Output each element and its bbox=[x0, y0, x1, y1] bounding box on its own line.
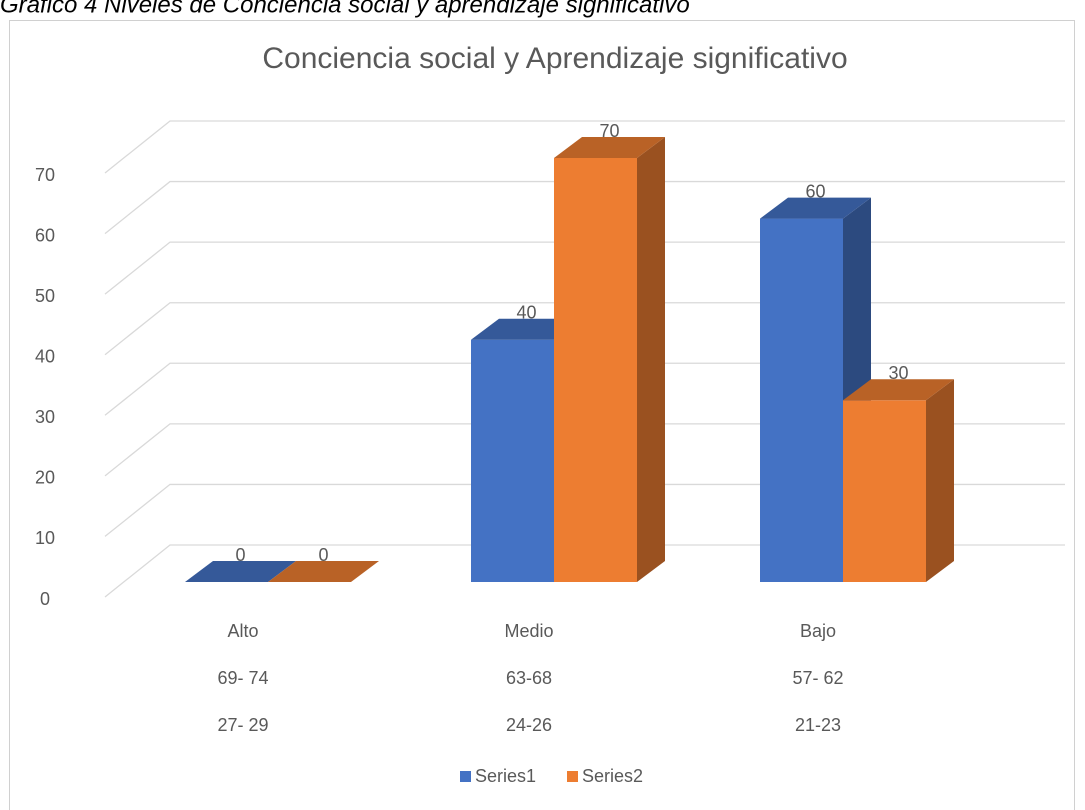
bar-front bbox=[554, 158, 637, 582]
bar-top bbox=[554, 137, 665, 158]
x-tick-label: Alto bbox=[227, 621, 258, 641]
x-tick-label: 57- 62 bbox=[792, 668, 843, 688]
y-tick-label: 20 bbox=[35, 468, 55, 488]
legend-label: Series2 bbox=[582, 766, 643, 786]
y-tick-label: 10 bbox=[35, 528, 55, 548]
x-tick-label: 24-26 bbox=[506, 715, 552, 735]
legend-swatch bbox=[460, 771, 471, 782]
grid-line bbox=[104, 180, 1065, 235]
data-label: 0 bbox=[235, 545, 245, 565]
x-tick-label: Medio bbox=[504, 621, 553, 641]
legend-swatch bbox=[567, 771, 578, 782]
y-tick-label: 70 bbox=[35, 165, 55, 185]
x-tick-label: 27- 29 bbox=[217, 715, 268, 735]
chart-frame bbox=[9, 20, 1075, 810]
bar bbox=[268, 561, 379, 582]
bar-front bbox=[760, 218, 843, 583]
x-tick-label: 21-23 bbox=[795, 715, 841, 735]
y-tick-label: 50 bbox=[35, 286, 55, 306]
bar-top bbox=[185, 561, 296, 582]
caption: Gráfico 4 Niveles de Conciencia social y… bbox=[0, 0, 690, 18]
bar-top bbox=[268, 561, 379, 582]
x-tick-label: Bajo bbox=[800, 621, 836, 641]
data-label: 60 bbox=[805, 181, 825, 201]
bar bbox=[554, 137, 665, 582]
y-tick-label: 60 bbox=[35, 225, 55, 245]
bar-top bbox=[843, 379, 954, 401]
y-tick-label: 30 bbox=[35, 407, 55, 427]
x-tick-label: 63-68 bbox=[506, 668, 552, 688]
bar-side bbox=[926, 379, 954, 582]
bar bbox=[843, 379, 954, 582]
grid-line bbox=[104, 120, 1065, 174]
chart-title: Conciencia social y Aprendizaje signific… bbox=[262, 42, 847, 75]
y-tick-label: 0 bbox=[40, 589, 50, 609]
bar bbox=[185, 561, 296, 582]
bar-front bbox=[471, 339, 554, 582]
data-label: 30 bbox=[888, 363, 908, 383]
bar-front bbox=[843, 400, 926, 582]
data-label: 40 bbox=[516, 302, 536, 322]
bar-side bbox=[637, 137, 665, 582]
bar-top bbox=[760, 197, 871, 219]
legend-label: Series1 bbox=[475, 766, 536, 786]
data-label: 70 bbox=[599, 121, 619, 141]
data-label: 0 bbox=[318, 545, 328, 565]
x-tick-label: 69- 74 bbox=[217, 668, 268, 688]
y-tick-label: 40 bbox=[35, 346, 55, 366]
